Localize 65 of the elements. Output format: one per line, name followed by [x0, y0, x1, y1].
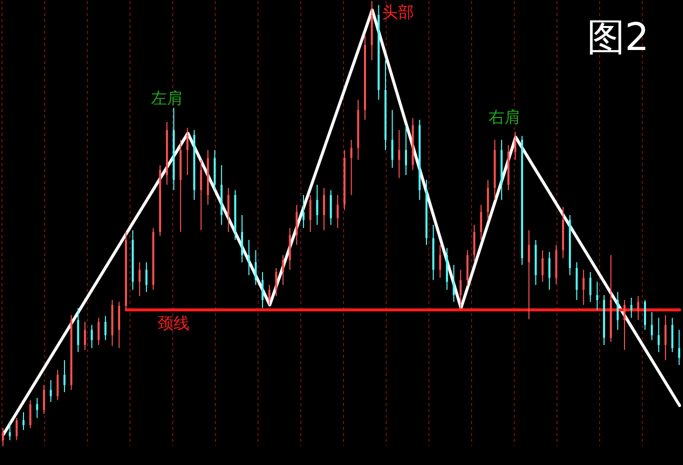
candlestick	[316, 184, 318, 226]
candlestick	[336, 194, 339, 228]
candlestick	[678, 329, 680, 366]
candlestick	[398, 130, 400, 179]
candlestick	[268, 284, 270, 306]
candlestick	[282, 254, 284, 286]
candlestick	[302, 194, 305, 228]
candlestick	[275, 268, 278, 297]
candlestick	[8, 421, 11, 441]
candlestick	[350, 139, 352, 196]
candlestick	[548, 251, 550, 290]
candlestick	[637, 296, 640, 321]
candlestick	[439, 244, 442, 278]
candlestick	[50, 380, 52, 402]
candlestick	[2, 428, 4, 446]
chart-title: 图2	[586, 15, 650, 59]
candlestick	[480, 204, 482, 240]
candlestick	[323, 187, 326, 231]
candlestick	[84, 321, 86, 350]
candlestick	[542, 250, 544, 282]
candlestick	[404, 124, 407, 176]
annotation: 右肩	[488, 108, 521, 127]
candlestick	[200, 159, 202, 231]
candlestick	[104, 316, 106, 341]
candlestick	[90, 324, 93, 349]
candlestick	[254, 250, 257, 286]
candlestick	[16, 417, 18, 441]
candlestick	[63, 360, 66, 393]
candlestick	[650, 312, 653, 341]
series-label: 颈线	[157, 313, 190, 332]
candlestick	[616, 292, 619, 330]
candlestick	[227, 187, 230, 232]
candlestick	[241, 214, 244, 263]
candlestick	[330, 190, 332, 226]
candlestick	[248, 239, 250, 276]
candlestick	[56, 369, 59, 401]
candlestick	[29, 400, 32, 429]
candlestick	[596, 281, 598, 310]
candlestick	[296, 204, 298, 246]
candlestick	[452, 264, 455, 302]
candlestick	[528, 230, 530, 320]
annotation: 左肩	[150, 88, 183, 108]
candlestick	[42, 384, 45, 414]
candlestick	[473, 224, 476, 263]
candlestick	[630, 297, 632, 318]
candlestick	[664, 314, 667, 361]
candlestick	[309, 194, 312, 232]
candlestick	[514, 131, 516, 160]
candlestick	[138, 262, 141, 297]
candlestick	[98, 317, 100, 346]
candlestick	[186, 127, 188, 176]
candlestick	[589, 272, 592, 302]
candlestick	[22, 412, 24, 430]
candlestick	[262, 272, 264, 309]
candlestick	[624, 300, 626, 350]
candlestick	[460, 269, 462, 310]
candlestick	[582, 269, 585, 306]
candlestick	[671, 317, 674, 353]
candlestick	[391, 110, 394, 168]
candlestick	[576, 262, 578, 301]
annotation: 头部	[382, 2, 414, 22]
candlestick	[145, 262, 148, 293]
candlestick	[658, 317, 660, 353]
candlestick	[36, 397, 38, 418]
candlestick	[644, 300, 646, 330]
